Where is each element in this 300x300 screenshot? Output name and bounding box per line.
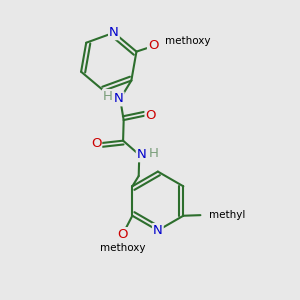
Text: O: O — [91, 137, 101, 150]
Text: H: H — [148, 147, 158, 160]
Text: O: O — [148, 39, 158, 52]
Text: H: H — [103, 90, 113, 103]
Text: N: N — [153, 224, 163, 237]
Text: methoxy: methoxy — [100, 242, 146, 253]
Text: O: O — [146, 109, 156, 122]
Text: N: N — [137, 148, 146, 161]
Text: O: O — [118, 228, 128, 241]
Text: methyl: methyl — [209, 210, 246, 220]
Text: N: N — [114, 92, 124, 105]
Text: methoxy: methoxy — [165, 36, 211, 46]
Text: N: N — [109, 26, 119, 39]
